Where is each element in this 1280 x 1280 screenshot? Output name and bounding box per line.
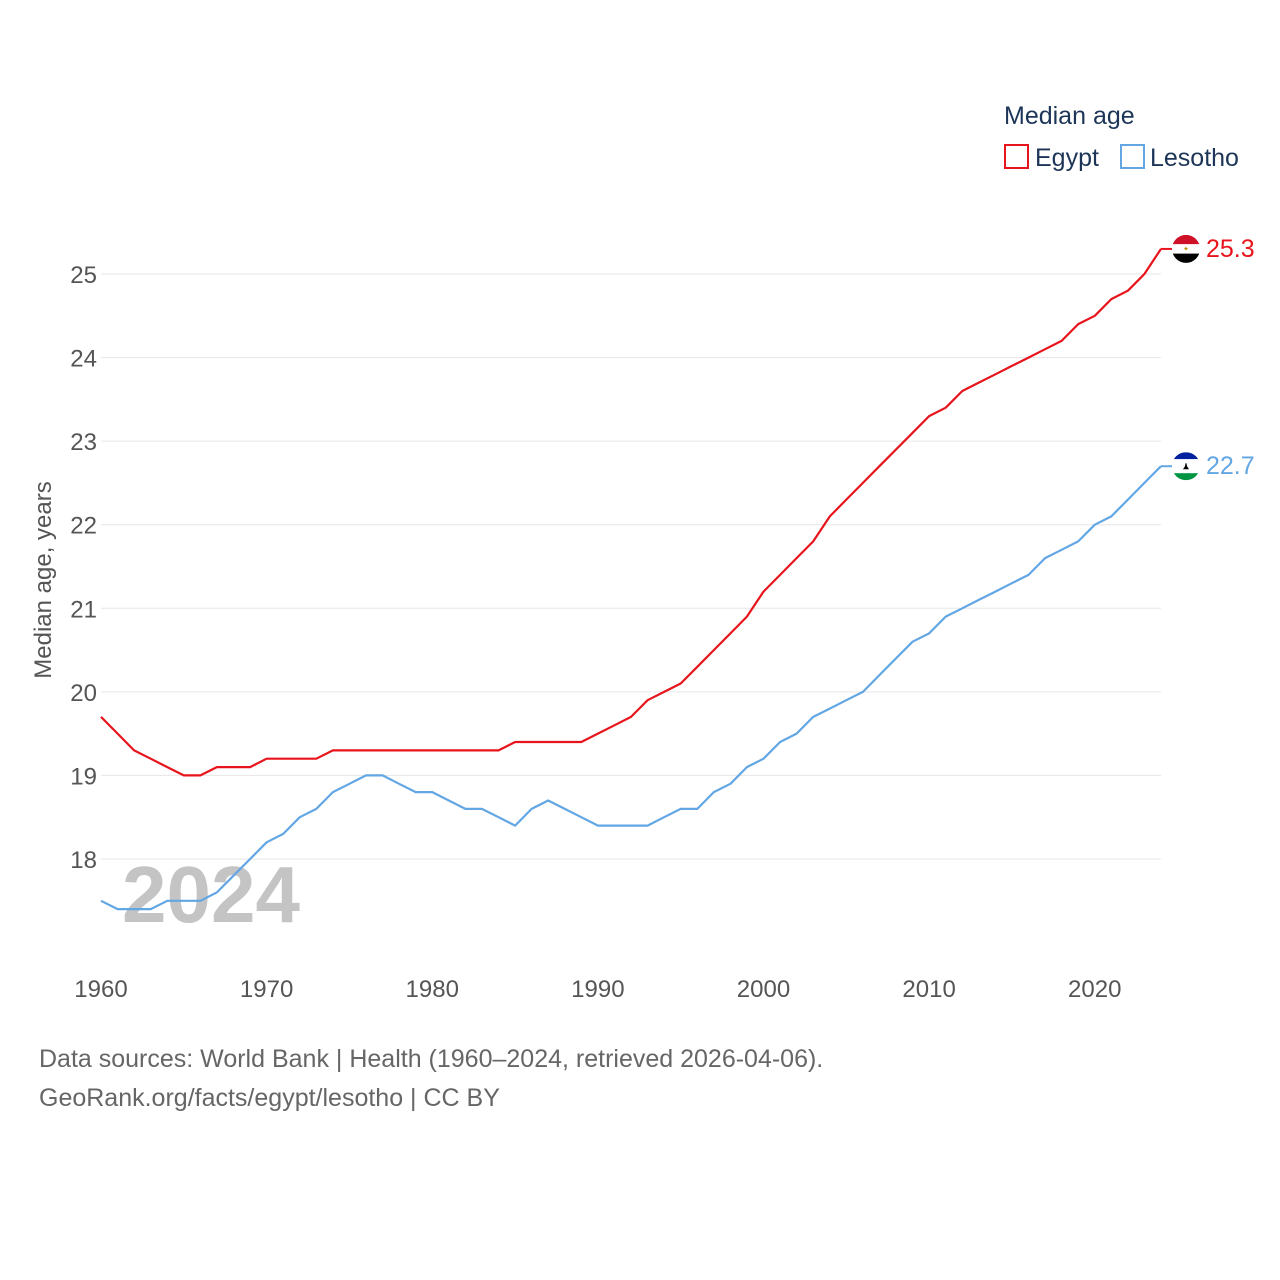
legend-swatch-egypt bbox=[1004, 144, 1029, 169]
x-tick-1970: 1970 bbox=[240, 976, 293, 1003]
x-tick-1960: 1960 bbox=[74, 976, 127, 1003]
legend-swatch-lesotho bbox=[1120, 144, 1145, 169]
series-line-egypt bbox=[100, 248, 1162, 777]
x-tick-2020: 2020 bbox=[1068, 976, 1121, 1003]
x-tick-1990: 1990 bbox=[571, 976, 624, 1003]
x-tick-2010: 2010 bbox=[902, 976, 955, 1003]
legend-label-egypt: Egypt bbox=[1035, 144, 1099, 172]
end-label-egypt: 25.3 bbox=[1206, 235, 1255, 263]
y-tick-19: 19 bbox=[70, 763, 97, 790]
legend-label-lesotho: Lesotho bbox=[1150, 144, 1239, 172]
legend-item-lesotho[interactable]: Lesotho bbox=[1120, 144, 1239, 172]
end-marker-egypt: 25.3 bbox=[1172, 234, 1255, 263]
legend-title: Median age bbox=[1004, 102, 1135, 130]
x-tick-1980: 1980 bbox=[406, 976, 459, 1003]
source-note: Data sources: World Bank | Health (1960–… bbox=[39, 1040, 823, 1118]
y-tick-18: 18 bbox=[70, 847, 97, 874]
y-tick-21: 21 bbox=[70, 596, 97, 623]
series-lines bbox=[100, 247, 1172, 911]
egypt-flag-icon bbox=[1172, 234, 1200, 263]
gridlines bbox=[101, 273, 1161, 860]
y-tick-22: 22 bbox=[70, 513, 97, 540]
source-line-2[interactable]: GeoRank.org/facts/egypt/lesotho | CC BY bbox=[39, 1084, 500, 1112]
series-line-lesotho bbox=[100, 465, 1162, 911]
end-label-lesotho: 22.7 bbox=[1206, 452, 1255, 480]
source-line-1: Data sources: World Bank | Health (1960–… bbox=[39, 1045, 824, 1073]
y-tick-23: 23 bbox=[70, 429, 97, 456]
y-tick-20: 20 bbox=[70, 680, 97, 707]
y-tick-labels: 18 19 20 21 22 23 24 25 bbox=[70, 262, 97, 874]
y-axis-title: Median age, years bbox=[30, 481, 57, 678]
legend-item-egypt[interactable]: Egypt bbox=[1004, 144, 1099, 172]
x-tick-labels: 1960 1970 1980 1990 2000 2010 2020 bbox=[74, 976, 1121, 1003]
y-tick-24: 24 bbox=[70, 346, 97, 373]
y-tick-25: 25 bbox=[70, 262, 97, 289]
x-tick-2000: 2000 bbox=[737, 976, 790, 1003]
end-marker-lesotho: 22.7 bbox=[1172, 452, 1255, 481]
lesotho-flag-icon bbox=[1172, 452, 1200, 481]
